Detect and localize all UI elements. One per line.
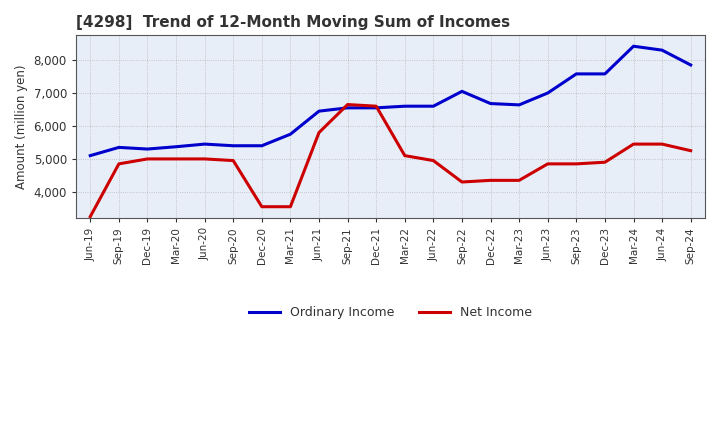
Ordinary Income: [400, 103, 409, 109]
Ordinary Income: [229, 143, 238, 148]
Net Income: [686, 148, 695, 153]
Ordinary Income: [286, 132, 294, 137]
Ordinary Income: [486, 101, 495, 106]
Ordinary Income: [458, 89, 467, 94]
Net Income: [372, 103, 380, 109]
Ordinary Income: [315, 109, 323, 114]
Text: [4298]  Trend of 12-Month Moving Sum of Incomes: [4298] Trend of 12-Month Moving Sum of I…: [76, 15, 510, 30]
Y-axis label: Amount (million yen): Amount (million yen): [15, 65, 28, 189]
Net Income: [286, 204, 294, 209]
Net Income: [629, 141, 638, 147]
Net Income: [658, 141, 667, 147]
Net Income: [400, 153, 409, 158]
Ordinary Income: [629, 44, 638, 49]
Ordinary Income: [171, 144, 180, 149]
Ordinary Income: [258, 143, 266, 148]
Ordinary Income: [686, 62, 695, 68]
Line: Ordinary Income: Ordinary Income: [90, 46, 690, 156]
Legend: Ordinary Income, Net Income: Ordinary Income, Net Income: [243, 301, 537, 324]
Ordinary Income: [515, 102, 523, 107]
Net Income: [229, 158, 238, 163]
Net Income: [600, 160, 609, 165]
Net Income: [258, 204, 266, 209]
Ordinary Income: [343, 105, 352, 110]
Line: Net Income: Net Income: [90, 105, 690, 216]
Ordinary Income: [429, 103, 438, 109]
Ordinary Income: [86, 153, 94, 158]
Net Income: [315, 130, 323, 135]
Net Income: [200, 156, 209, 161]
Ordinary Income: [572, 71, 580, 77]
Ordinary Income: [544, 90, 552, 95]
Net Income: [544, 161, 552, 166]
Ordinary Income: [372, 105, 380, 110]
Net Income: [343, 102, 352, 107]
Net Income: [486, 178, 495, 183]
Net Income: [515, 178, 523, 183]
Ordinary Income: [200, 141, 209, 147]
Net Income: [429, 158, 438, 163]
Net Income: [171, 156, 180, 161]
Net Income: [86, 214, 94, 219]
Net Income: [114, 161, 123, 166]
Ordinary Income: [600, 71, 609, 77]
Net Income: [572, 161, 580, 166]
Ordinary Income: [658, 48, 667, 53]
Ordinary Income: [114, 145, 123, 150]
Ordinary Income: [143, 147, 152, 152]
Net Income: [458, 180, 467, 185]
Net Income: [143, 156, 152, 161]
